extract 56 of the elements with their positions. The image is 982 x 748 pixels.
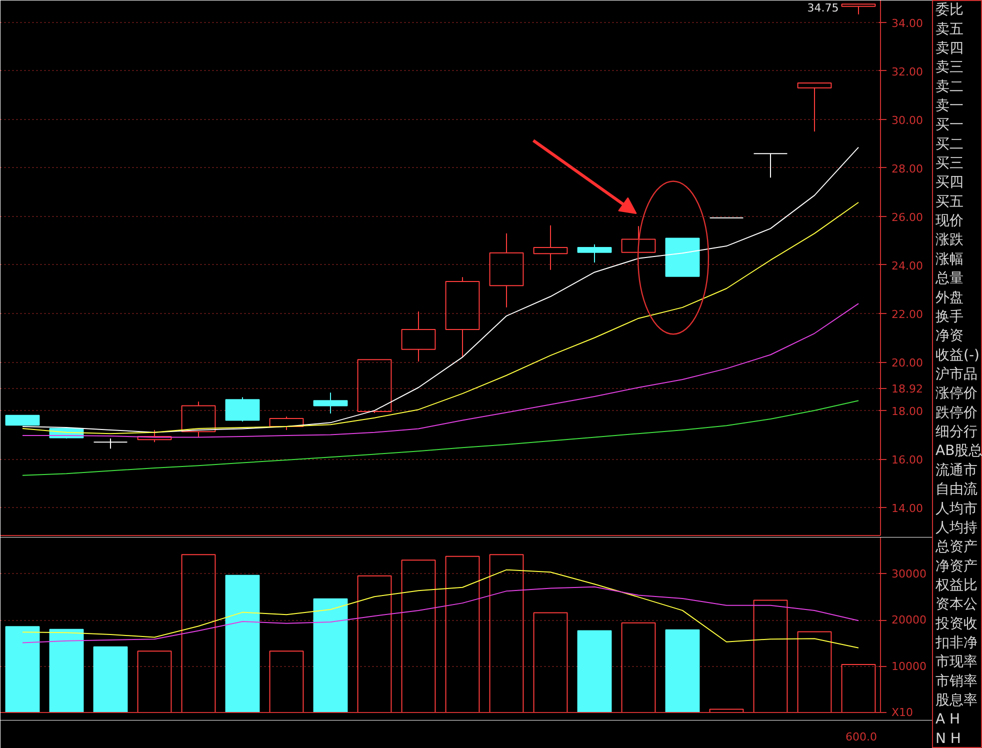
text: 投资收 bbox=[934, 616, 978, 632]
y-tick-label: 16.00 bbox=[892, 454, 923, 467]
text: 现价 bbox=[936, 213, 964, 230]
y-tick-label: 18.00 bbox=[892, 405, 923, 418]
text: 买二 bbox=[936, 136, 964, 152]
text: 流通市 bbox=[936, 462, 978, 478]
text: 买一 bbox=[936, 117, 964, 134]
text: 卖四 bbox=[936, 40, 964, 56]
y-tick-label: 30.00 bbox=[892, 114, 923, 127]
y-tick-label: 26.00 bbox=[892, 210, 923, 224]
y-tick-label: 24.00 bbox=[892, 259, 923, 272]
text: 净资产 bbox=[936, 558, 978, 574]
text: 人均市 bbox=[936, 500, 978, 517]
text: 沪市品 bbox=[936, 366, 978, 382]
text: A H bbox=[936, 712, 960, 728]
text: 外盘 bbox=[936, 290, 964, 306]
y-tick-label: 10000 bbox=[892, 660, 926, 673]
text: 自由流 bbox=[936, 482, 978, 498]
y-tick-label: 30000 bbox=[892, 567, 926, 580]
text: 600.0 bbox=[845, 730, 877, 744]
text: X10 bbox=[892, 706, 914, 719]
text: 买五 bbox=[936, 194, 964, 210]
y-tick-label: 18.92 bbox=[892, 382, 923, 396]
text: 涨跌 bbox=[936, 232, 964, 248]
y-tick-label: 32.00 bbox=[892, 65, 923, 78]
text: 收益(-) bbox=[936, 347, 980, 364]
text: 卖五 bbox=[936, 21, 964, 38]
text: 总量 bbox=[934, 270, 964, 287]
text: 换手 bbox=[936, 308, 964, 325]
text: 买四 bbox=[936, 174, 964, 191]
text: 跌停价 bbox=[936, 404, 978, 421]
text: 人均持 bbox=[936, 520, 978, 536]
text: 细分行 bbox=[936, 424, 978, 440]
text: 股息率 bbox=[936, 692, 978, 709]
y-tick-label: 20.00 bbox=[892, 356, 923, 370]
annotation: 34.75 bbox=[807, 2, 839, 14]
text: 权益比 bbox=[934, 577, 978, 594]
y-tick-label: 14.00 bbox=[892, 502, 923, 516]
text: N H bbox=[936, 730, 961, 747]
y-tick-label: 22.00 bbox=[892, 308, 923, 321]
text: 总资产 bbox=[934, 539, 978, 556]
text: 委比 bbox=[936, 2, 964, 18]
y-tick-label: 34.00 bbox=[892, 16, 923, 30]
text: 卖二 bbox=[936, 78, 964, 95]
y-tick-label: 20000 bbox=[892, 614, 926, 627]
text: 市销率 bbox=[936, 673, 978, 690]
text: 卖三 bbox=[936, 60, 964, 76]
text: 卖一 bbox=[936, 98, 964, 114]
text: 涨停价 bbox=[936, 386, 978, 402]
text: 市现率 bbox=[936, 654, 978, 670]
text: 买三 bbox=[936, 156, 964, 172]
text: 涨幅 bbox=[936, 251, 964, 268]
text: 资本公 bbox=[936, 596, 978, 613]
y-tick-label: 28.00 bbox=[892, 162, 923, 176]
text: 扣非净 bbox=[934, 635, 978, 652]
text: 净资 bbox=[936, 328, 964, 344]
